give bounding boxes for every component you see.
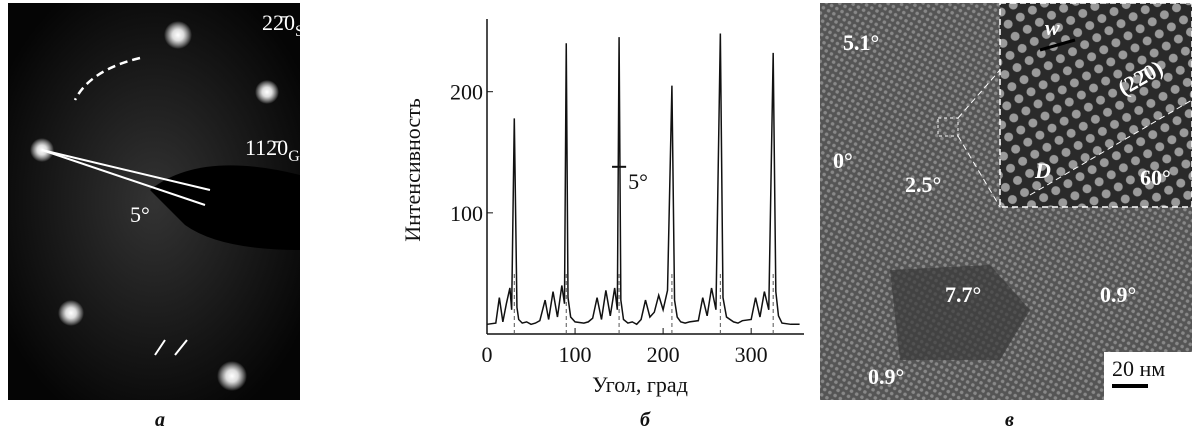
reflection-label: 22̄0Si [262, 10, 309, 40]
grain-angle: 2.5° [905, 172, 941, 197]
panel-a: 22̄0Si 112̄0GST 5° [8, 3, 319, 400]
zoom-box [937, 117, 959, 137]
inset-label: 60° [1140, 165, 1171, 190]
panel-b: Интенсивность Угол, град 100 200 0 100 200 30… [400, 19, 804, 397]
x-tick-label: 100 [559, 342, 592, 367]
inset-label: w [1045, 15, 1060, 40]
subscript: Si [295, 23, 309, 40]
subscript: GST [288, 148, 318, 165]
index: 112̄0 [245, 135, 288, 160]
y-tick-label: 100 [450, 201, 483, 226]
arrow [73, 56, 141, 101]
y-axis-label: Интенсивность [400, 98, 425, 241]
grain [890, 265, 1030, 360]
y-tick-label: 200 [450, 80, 483, 105]
caption: б [640, 409, 651, 431]
x-axis-label: Угол, град [592, 372, 688, 397]
index: 22̄0 [262, 10, 295, 35]
x-tick-label: 200 [647, 342, 680, 367]
caption: а [155, 409, 165, 431]
angle-line [41, 149, 211, 191]
grain-angle: 0.9° [1100, 282, 1136, 307]
arrow [154, 339, 166, 356]
zoom-line [957, 69, 1001, 119]
grain-angle: 0.9° [868, 364, 904, 389]
beam-stop [150, 165, 300, 250]
line [486, 33, 800, 326]
w-bar [1039, 38, 1076, 52]
grain-angle: 0° [833, 148, 853, 173]
scale-label: 20 нм [1112, 356, 1165, 381]
angle-line [41, 149, 206, 206]
caption: в [1005, 409, 1014, 431]
annotation: 5° [628, 169, 648, 194]
x-tick-label: 0 [482, 342, 493, 367]
zoom-line [957, 135, 1001, 208]
x-tick-label: 300 [735, 342, 768, 367]
panel-c: w (22̄0) D 60° 5.1° 0° 2.5° 7.7° 0.9° 0.… [820, 2, 1193, 400]
scale-box [1104, 352, 1192, 400]
reflection-label: 112̄0GST [245, 135, 319, 165]
plane-line [1029, 99, 1193, 196]
arrow [174, 339, 188, 356]
grain-angle: 5.1° [843, 30, 879, 55]
grain-angle: 7.7° [945, 282, 981, 307]
inset [999, 2, 1193, 208]
angle-label: 5° [130, 202, 150, 227]
inset-label: D [1034, 158, 1051, 183]
spots [30, 21, 279, 391]
